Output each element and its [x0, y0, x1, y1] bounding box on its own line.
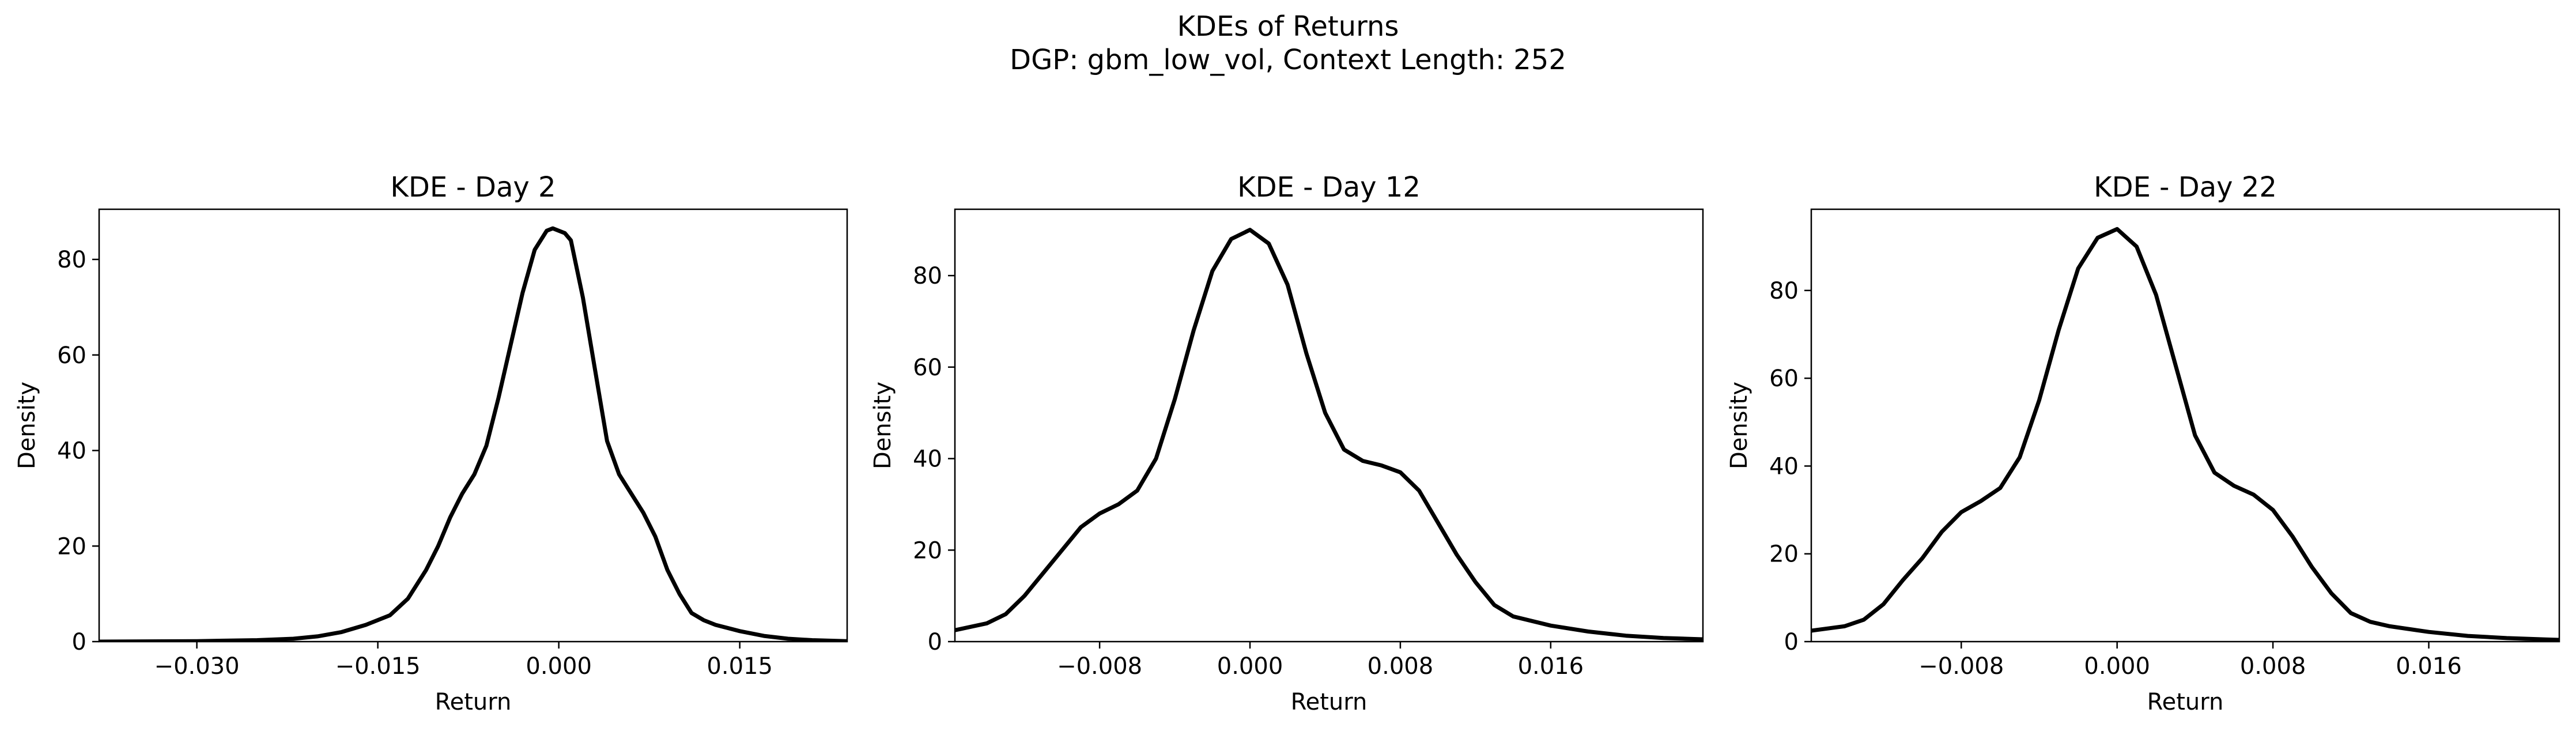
figure-subtitle: DGP: gbm_low_vol, Context Length: 252	[1010, 44, 1566, 76]
y-tick-label: 80	[57, 247, 86, 273]
x-tick-label: −0.008	[1918, 653, 2004, 680]
axes-frame	[1810, 208, 2560, 643]
y-tick-label: 80	[913, 263, 942, 289]
subplot-title: KDE - Day 2	[390, 171, 556, 203]
axes-frame	[954, 208, 1704, 643]
kde-line	[99, 226, 847, 642]
y-axis-label: Density	[14, 382, 40, 469]
x-tick-label: 0.000	[526, 653, 592, 680]
x-tick-label: 0.008	[2240, 653, 2306, 680]
x-tick-label: −0.008	[1057, 653, 1142, 680]
y-tick-label: 20	[57, 533, 86, 560]
figure-title: KDEs of Returns	[1177, 10, 1399, 43]
y-tick-label: 60	[913, 355, 942, 381]
y-tick-label: 20	[1769, 541, 1799, 568]
x-tick-label: −0.015	[335, 653, 421, 680]
subplot-3: KDE - Day 22 −0.008 0.000 0.008 0.016 0 20 40 60…	[1726, 171, 2560, 715]
x-tick-label: −0.030	[154, 653, 240, 680]
y-tick-label: 40	[1769, 453, 1799, 480]
y-tick-label: 0	[1784, 629, 1799, 655]
x-tick-label: 0.016	[1518, 653, 1584, 680]
x-tick-label: 0.000	[1217, 653, 1283, 680]
kde-line	[955, 228, 1703, 642]
subplots: KDE - Day 2 −0.030 −0.015 0.000 0.015 0 20 40 60…	[14, 171, 2560, 715]
y-tick-label: 80	[1769, 278, 1799, 304]
y-tick-label: 60	[57, 342, 86, 369]
x-axis-label: Return	[1291, 689, 1368, 715]
x-tick-label: 0.016	[2396, 653, 2462, 680]
y-tick-label: 60	[1769, 365, 1799, 392]
subplot-title: KDE - Day 12	[1237, 171, 1421, 203]
y-tick-label: 0	[72, 629, 86, 655]
axes-frame	[98, 208, 848, 643]
y-tick-label: 40	[913, 446, 942, 473]
subplot-2: KDE - Day 12 −0.008 0.000 0.008 0.016 0 20 40 60…	[870, 171, 1704, 715]
x-tick-label: 0.015	[707, 653, 773, 680]
x-axis-label: Return	[435, 689, 512, 715]
x-tick-label: 0.000	[2084, 653, 2150, 680]
y-tick-label: 40	[57, 438, 86, 465]
x-axis-label: Return	[2147, 689, 2224, 715]
y-axis-label: Density	[870, 382, 896, 469]
y-axis-label: Density	[1726, 382, 1752, 469]
subplot-1: KDE - Day 2 −0.030 −0.015 0.000 0.015 0 20 40 60…	[14, 171, 848, 715]
subplot-title: KDE - Day 22	[2094, 171, 2277, 203]
kde-line	[1811, 227, 2559, 642]
x-tick-label: 0.008	[1368, 653, 1434, 680]
y-tick-label: 20	[913, 537, 942, 564]
y-tick-label: 0	[928, 629, 942, 655]
